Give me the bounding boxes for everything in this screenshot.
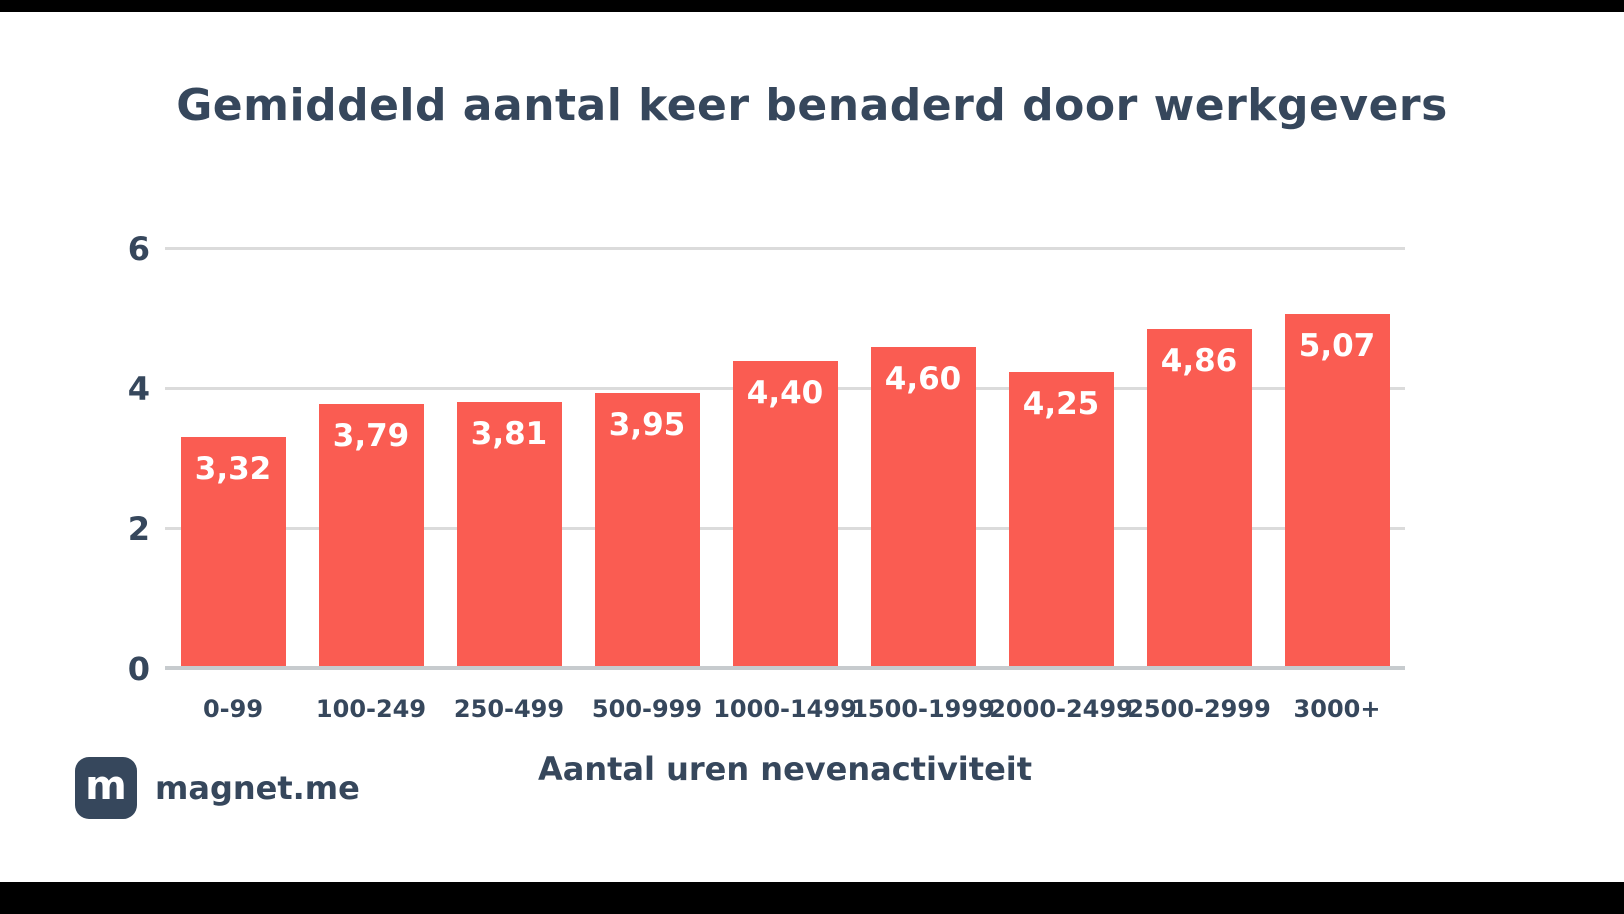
- logo-m-glyph: m: [85, 763, 127, 809]
- plot-area: 3,32 0-99 3,79 100-249 3,81 250-499 3,95 500-99…: [165, 247, 1405, 723]
- bar: 3,95: [594, 392, 700, 669]
- branding: m magnet.me: [75, 757, 360, 819]
- x-tick-label: 100-249: [315, 695, 427, 723]
- x-tick-label: 250-499: [453, 695, 565, 723]
- bar: 4,60: [870, 347, 976, 669]
- bar-column: 4,86 2500-2999: [1127, 249, 1271, 723]
- bar: 4,25: [1008, 371, 1114, 669]
- bar-value-label: 3,81: [470, 416, 548, 453]
- bar-column: 3,79 100-249: [316, 249, 426, 723]
- x-tick-label: 1500-1999: [851, 695, 995, 723]
- bar: 3,81: [456, 402, 562, 669]
- x-tick-label: 3000+: [1293, 695, 1381, 723]
- bar-column: 4,25 2000-2499: [989, 249, 1133, 723]
- x-axis-title: Aantal uren nevenactiviteit: [537, 750, 1033, 788]
- x-tick-label: 2500-2999: [1127, 695, 1271, 723]
- x-tick-label: 2000-2499: [989, 695, 1133, 723]
- x-tick-label: 1000-1499: [713, 695, 857, 723]
- bar-value-label: 3,79: [332, 417, 410, 454]
- bar-column: 4,40 1000-1499: [713, 249, 857, 723]
- bar-column: 3,81 250-499: [454, 249, 564, 723]
- chart-title: Gemiddeld aantal keer benaderd door werk…: [176, 80, 1448, 131]
- bar-value-label: 4,40: [746, 375, 824, 411]
- logo-text: magnet.me: [155, 769, 360, 807]
- bar-value-label: 4,25: [1022, 385, 1100, 422]
- bar: 4,86: [1146, 328, 1252, 669]
- bar: 3,32: [180, 436, 286, 669]
- magnet-me-logo-icon: m: [75, 757, 137, 819]
- bar-column: 4,60 1500-1999: [851, 249, 995, 723]
- bars-row: 3,32 0-99 3,79 100-249 3,81 250-499 3,95 500-99…: [165, 249, 1405, 723]
- bar: 3,79: [318, 403, 424, 669]
- x-axis-baseline: [165, 666, 1405, 670]
- bar: 4,40: [732, 361, 838, 669]
- bar-value-label: 3,95: [608, 406, 686, 443]
- gridline: [165, 247, 1405, 250]
- bar-value-label: 4,86: [1160, 342, 1238, 379]
- bar-value-label: 5,07: [1298, 328, 1376, 365]
- bar-column: 5,07 3000+: [1284, 249, 1390, 723]
- bar-column: 3,32 0-99: [180, 249, 286, 723]
- bar-column: 3,95 500-999: [592, 249, 702, 723]
- bar-value-label: 3,32: [194, 450, 272, 487]
- bar-value-label: 4,60: [884, 361, 962, 398]
- x-tick-label: 0-99: [202, 695, 264, 723]
- x-tick-label: 500-999: [591, 695, 703, 723]
- chart-canvas: Gemiddeld aantal keer benaderd door werk…: [0, 12, 1624, 882]
- bar: 5,07: [1284, 314, 1390, 669]
